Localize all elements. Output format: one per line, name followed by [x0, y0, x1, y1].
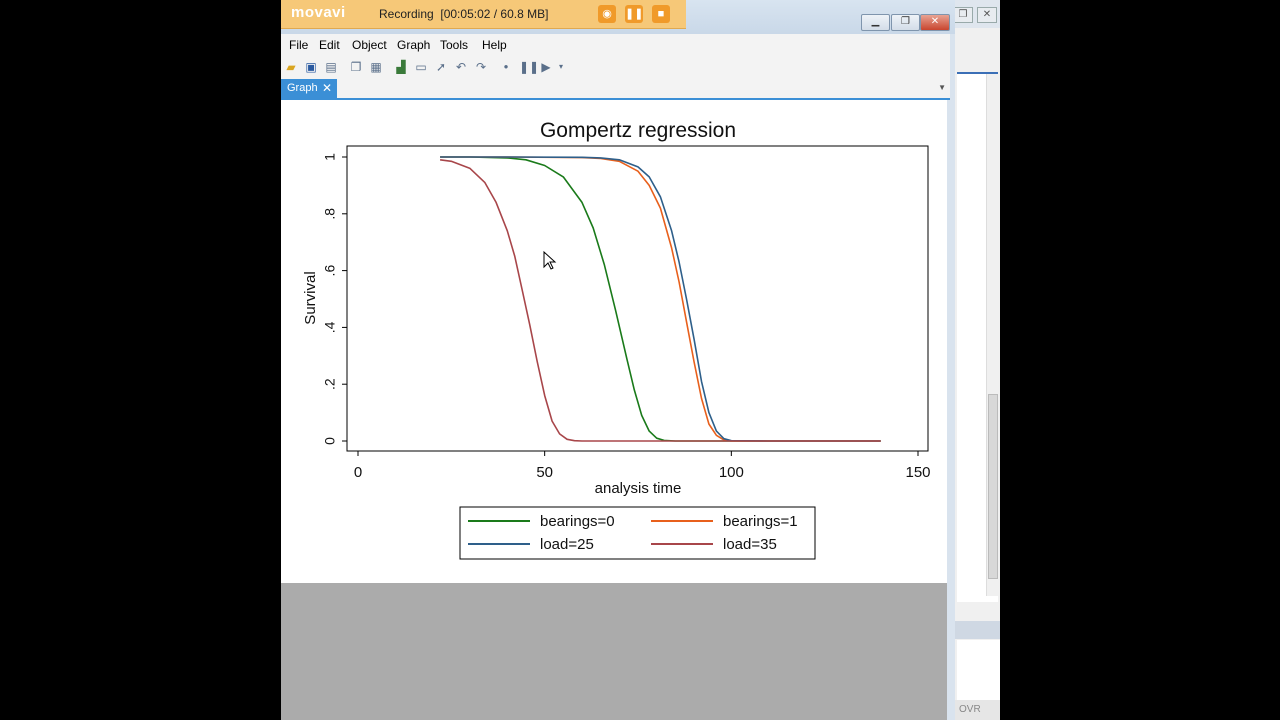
rename-icon[interactable]: ▭: [415, 60, 427, 74]
tab-graph-label: Graph: [287, 82, 318, 94]
tab-graph[interactable]: Graph ✕: [281, 79, 337, 98]
recording-status: Recording [00:05:02 / 60.8 MB]: [379, 7, 548, 21]
x-tick-label: 50: [536, 464, 553, 481]
menu-edit[interactable]: Edit: [319, 38, 340, 52]
menu-file[interactable]: File: [289, 38, 309, 52]
gompertz-chart: Gompertz regression 0 .2 .4 .6 .8 1 0 50 100 150…: [302, 119, 931, 560]
close-icon[interactable]: ✕: [977, 7, 997, 23]
y-tick-label: 1: [322, 153, 338, 161]
window-border: [947, 100, 955, 720]
y-axis: 0 .2 .4 .6 .8 1: [322, 153, 347, 445]
legend: bearings=0 bearings=1 load=25 load=35: [459, 506, 816, 560]
menu-graph[interactable]: Graph: [397, 38, 431, 52]
scrollbar-thumb[interactable]: [988, 394, 998, 579]
tab-bar: Graph ✕ ▼: [281, 79, 950, 100]
series-line-bearings-1: [440, 156, 881, 442]
recording-counter: [00:05:02 / 60.8 MB]: [440, 7, 549, 21]
menu-bar: File Edit Object Graph Tools Help: [281, 34, 950, 55]
mouse-cursor-icon: [543, 250, 557, 270]
menu-tools[interactable]: Tools: [440, 38, 469, 52]
print-icon[interactable]: ▤: [325, 60, 337, 74]
paste-icon[interactable]: ▦: [370, 60, 382, 74]
empty-canvas-area: [281, 583, 947, 720]
legend-label: load=25: [540, 536, 594, 553]
legend-box: [459, 506, 816, 560]
graph-canvas: Gompertz regression 0 .2 .4 .6 .8 1 0 50 100 150…: [281, 100, 947, 583]
restore-icon[interactable]: ❐: [953, 7, 973, 23]
legend-label: bearings=0: [540, 513, 615, 530]
series-line-bearings-0: [440, 156, 881, 442]
vertical-scrollbar[interactable]: [986, 74, 999, 596]
x-tick-label: 0: [354, 464, 362, 481]
tab-list-arrow-icon[interactable]: ▼: [938, 83, 946, 92]
maximize-button[interactable]: ❐: [891, 14, 920, 31]
menu-help[interactable]: Help: [482, 38, 507, 52]
graph-editor-icon[interactable]: ▟: [396, 60, 406, 74]
record-icon[interactable]: ●: [503, 62, 509, 71]
legend-label: load=35: [723, 536, 777, 553]
recording-label: Recording: [379, 7, 434, 21]
series-line-load-35: [439, 159, 881, 442]
pointer-icon[interactable]: ➚: [435, 60, 447, 74]
plot-frame: [346, 145, 929, 452]
y-tick-label: .6: [322, 265, 338, 277]
background-window-lower-pane: [957, 640, 1000, 700]
x-tick-label: 150: [905, 464, 930, 481]
stop-button[interactable]: ■: [652, 5, 670, 23]
tab-close-icon[interactable]: ✕: [322, 81, 333, 95]
screenshot-button[interactable]: ◉: [598, 5, 616, 23]
undo-icon[interactable]: ↶: [455, 60, 467, 74]
recorder-overlay: movavi Recording [00:05:02 / 60.8 MB] ◉ …: [281, 0, 686, 29]
chart-title: Gompertz regression: [540, 119, 736, 142]
status-ovr: OVR: [955, 700, 1000, 720]
legend-label: bearings=1: [723, 513, 798, 530]
x-tick-label: 100: [719, 464, 744, 481]
menu-object[interactable]: Object: [352, 38, 387, 52]
movavi-logo: movavi: [291, 4, 346, 21]
y-tick-label: .2: [322, 378, 338, 390]
pause-icon[interactable]: ❚❚: [519, 60, 540, 74]
copy-icon[interactable]: ❐: [350, 60, 362, 74]
pause-button[interactable]: ❚❚: [625, 5, 643, 23]
minimize-button[interactable]: ▁: [861, 14, 890, 31]
redo-icon[interactable]: ↷: [475, 60, 487, 74]
y-tick-label: .8: [322, 208, 338, 220]
y-tick-label: 0: [322, 437, 338, 445]
y-axis-label: Survival: [302, 271, 319, 324]
close-button[interactable]: ✕: [920, 14, 950, 31]
x-axis-label: analysis time: [595, 480, 682, 497]
open-icon[interactable]: ▰: [286, 60, 296, 74]
chevron-down-icon[interactable]: ▾: [558, 62, 563, 71]
x-axis: 0 50 100 150: [354, 451, 931, 481]
play-icon[interactable]: ▶: [541, 60, 551, 74]
y-tick-label: .4: [322, 321, 338, 333]
save-icon[interactable]: ▣: [305, 60, 317, 74]
toolbar: ▰ ▣ ▤ ❐ ▦ ▟ ▭ ➚ ↶ ↷ ● ❚❚ ▶ ▾: [281, 55, 950, 79]
series-lines: [439, 156, 881, 442]
pane-header: [955, 621, 1000, 639]
series-line-load-25: [440, 156, 881, 442]
